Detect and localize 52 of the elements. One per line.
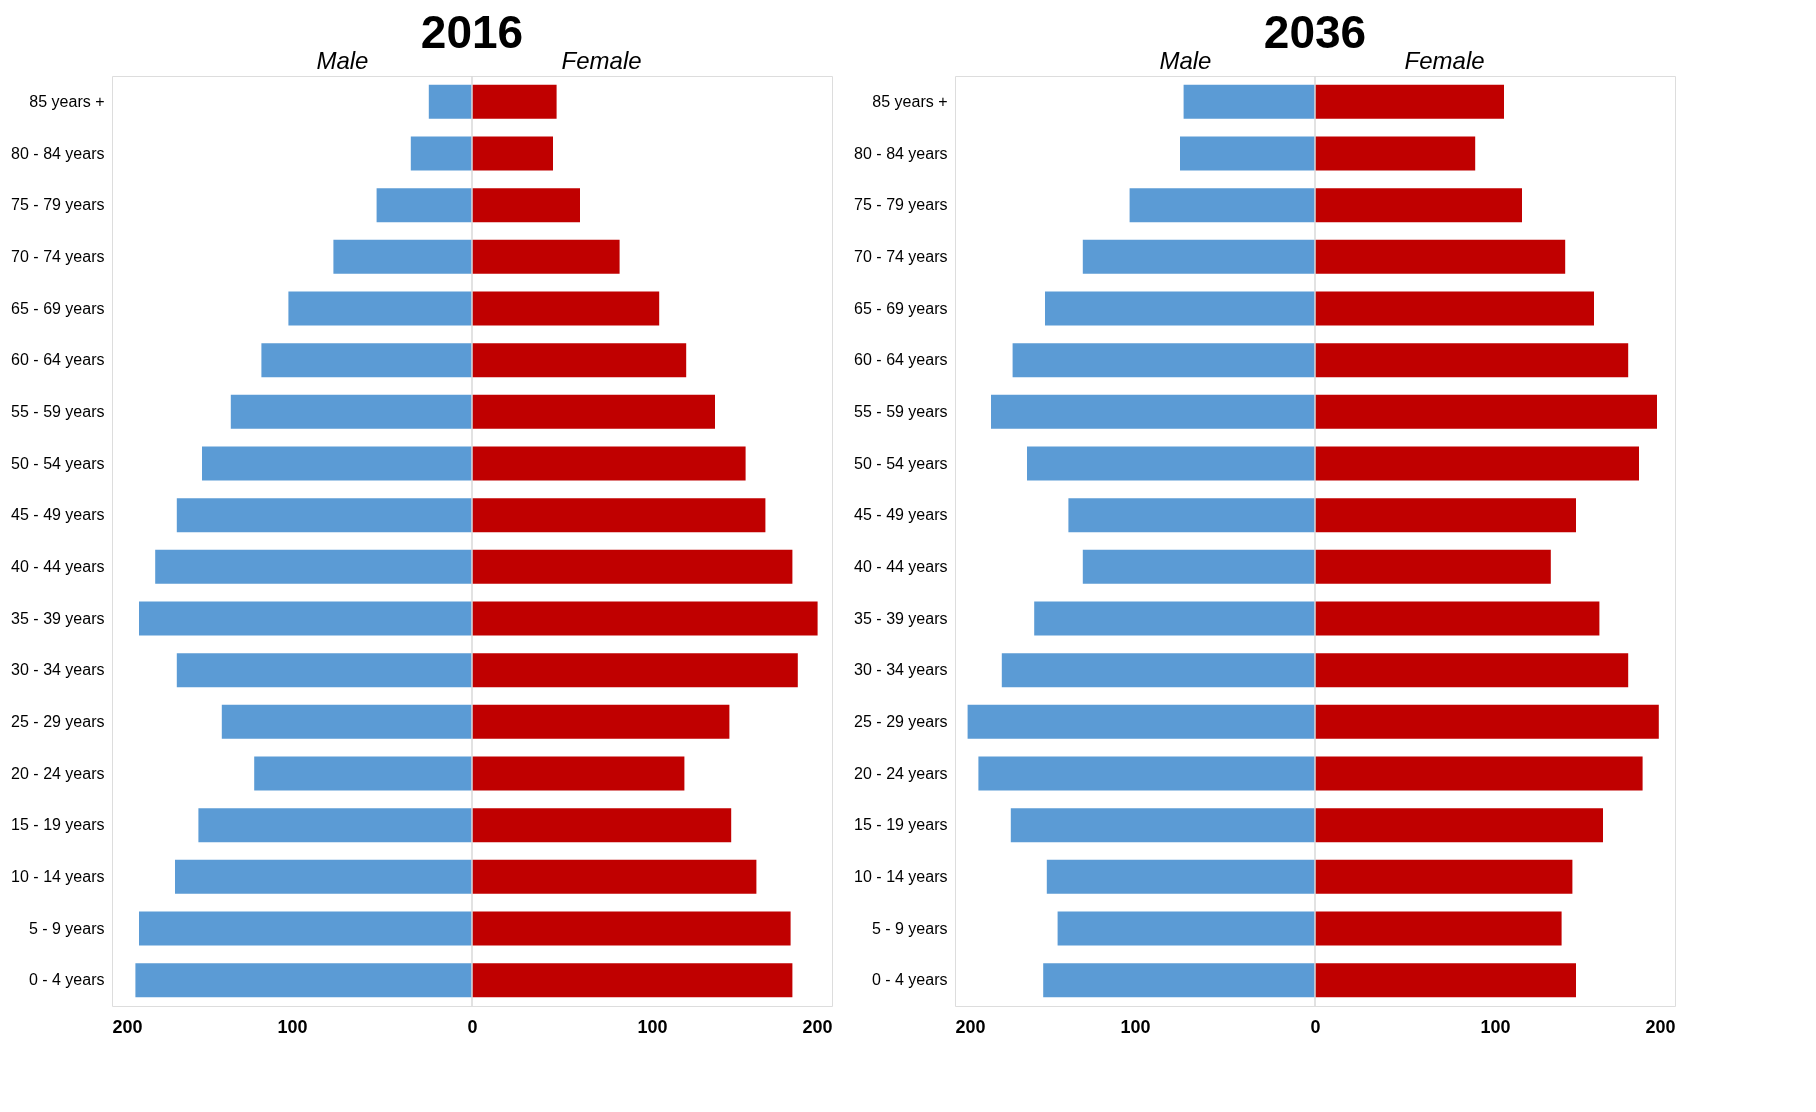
series-label: Male — [1159, 47, 1212, 74]
y-tick-label: 70 - 74 years — [11, 247, 105, 265]
y-tick-label: 80 - 84 years — [854, 144, 948, 162]
chart-title: 2036 — [1263, 6, 1367, 58]
y-tick-label: 35 - 39 years — [854, 609, 948, 627]
y-tick-label: 15 - 19 years — [11, 816, 105, 834]
x-tick-label: 200 — [802, 1016, 833, 1037]
y-tick-label: 30 - 34 years — [11, 661, 105, 679]
y-tick-label: 45 - 49 years — [854, 506, 948, 524]
y-tick-label: 55 - 59 years — [11, 402, 105, 420]
y-tick-label: 70 - 74 years — [854, 247, 948, 265]
y-tick-label: 40 - 44 years — [854, 557, 948, 575]
y-tick-label: 5 - 9 years — [871, 919, 948, 937]
y-tick-label: 45 - 49 years — [11, 506, 105, 524]
y-tick-label: 65 - 69 years — [854, 299, 948, 317]
y-tick-label: 0 - 4 years — [871, 971, 948, 989]
text: Male — [316, 47, 369, 74]
x-tick-label: 0 — [467, 1016, 478, 1037]
y-tick-label: 55 - 59 years — [854, 402, 948, 420]
y-tick-label: 15 - 19 years — [854, 816, 948, 834]
y-tick-label: 5 - 9 years — [28, 919, 105, 937]
y-tick-label: 10 - 14 years — [854, 867, 948, 885]
x-tick-label: 100 — [277, 1016, 308, 1037]
x-tick-label: 100 — [1480, 1016, 1511, 1037]
y-tick-label: 65 - 69 years — [11, 299, 105, 317]
y-tick-label: 50 - 54 years — [854, 454, 948, 472]
y-tick-label: 25 - 29 years — [854, 712, 948, 730]
y-tick-label: 10 - 14 years — [11, 867, 105, 885]
y-tick-label: 85 years + — [872, 92, 948, 110]
y-tick-label: 60 - 64 years — [11, 351, 105, 369]
y-tick-label: 20 - 24 years — [854, 764, 948, 782]
x-tick-label: 200 — [112, 1016, 143, 1037]
y-tick-label: 80 - 84 years — [11, 144, 105, 162]
y-tick-label: 20 - 24 years — [11, 764, 105, 782]
x-tick-label: 0 — [1310, 1016, 1321, 1037]
y-tick-label: 60 - 64 years — [854, 351, 948, 369]
y-tick-label: 25 - 29 years — [11, 712, 105, 730]
y-tick-label: 0 - 4 years — [28, 971, 105, 989]
series-label: Female — [561, 47, 642, 74]
x-tick-label: 100 — [637, 1016, 668, 1037]
x-tick-label: 200 — [955, 1016, 986, 1037]
y-tick-label: 35 - 39 years — [11, 609, 105, 627]
y-tick-label: 50 - 54 years — [11, 454, 105, 472]
y-tick-label: 75 - 79 years — [854, 196, 948, 214]
x-tick-label: 100 — [1120, 1016, 1151, 1037]
y-tick-label: 40 - 44 years — [11, 557, 105, 575]
series-label: Female — [1404, 47, 1485, 74]
y-tick-label: 30 - 34 years — [854, 661, 948, 679]
y-tick-label: 75 - 79 years — [11, 196, 105, 214]
chart-title: 2016 — [420, 6, 524, 58]
y-tick-label: 85 years + — [29, 92, 105, 110]
x-tick-label: 200 — [1645, 1016, 1676, 1037]
